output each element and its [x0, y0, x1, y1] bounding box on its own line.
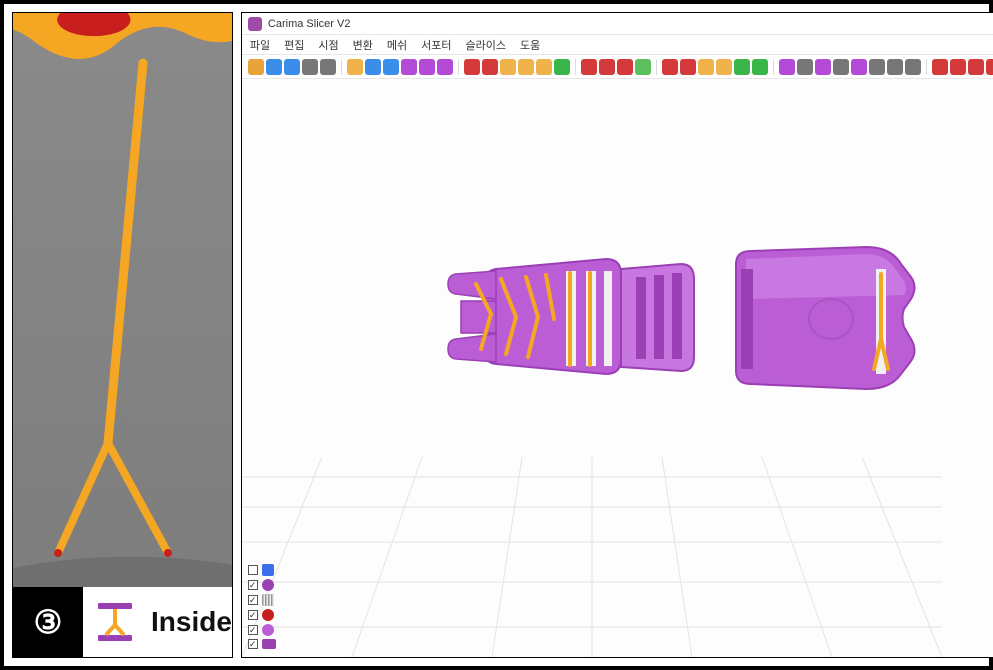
toolbar-separator [575, 59, 576, 75]
toolbar [242, 55, 993, 79]
viewport-3d[interactable] [242, 79, 993, 657]
toolbar-button-30[interactable] [752, 59, 768, 75]
layer-color-swatch [262, 609, 274, 621]
layer-color-swatch [262, 624, 274, 636]
caption-label: Inside [147, 606, 232, 638]
toolbar-button-36[interactable] [851, 59, 867, 75]
layer-checkbox[interactable] [248, 625, 258, 635]
layer-row-5[interactable] [248, 639, 276, 649]
toolbar-button-13[interactable] [464, 59, 480, 75]
menu-help[interactable]: 도움 [520, 37, 540, 53]
toolbar-separator [458, 59, 459, 75]
step-number-badge: ③ [13, 587, 83, 657]
menu-slice[interactable]: 슬라이스 [466, 37, 506, 53]
toolbar-button-38[interactable] [887, 59, 903, 75]
layer-row-4[interactable] [248, 624, 276, 636]
layer-row-0[interactable] [248, 564, 276, 576]
toolbar-button-32[interactable] [779, 59, 795, 75]
toolbar-button-8[interactable] [383, 59, 399, 75]
toolbar-button-6[interactable] [347, 59, 363, 75]
toolbar-button-27[interactable] [698, 59, 714, 75]
model-area [436, 199, 976, 419]
toolbar-button-41[interactable] [932, 59, 948, 75]
toolbar-button-21[interactable] [599, 59, 615, 75]
menu-view[interactable]: 시점 [318, 37, 338, 53]
toolbar-button-34[interactable] [815, 59, 831, 75]
toolbar-separator [656, 59, 657, 75]
toolbar-button-16[interactable] [518, 59, 534, 75]
layer-row-1[interactable] [248, 579, 276, 591]
toolbar-button-15[interactable] [500, 59, 516, 75]
menu-file[interactable]: 파일 [250, 37, 270, 53]
toolbar-button-37[interactable] [869, 59, 885, 75]
layer-checkbox[interactable] [248, 565, 258, 575]
toolbar-button-4[interactable] [320, 59, 336, 75]
layer-color-swatch [262, 564, 274, 576]
titlebar: Carima Slicer V2 [242, 13, 993, 35]
left-panel: ③ Inside [12, 12, 233, 658]
left-3d-render [13, 13, 232, 587]
menu-edit[interactable]: 편집 [284, 37, 304, 53]
toolbar-button-29[interactable] [734, 59, 750, 75]
layer-color-swatch [262, 639, 276, 649]
buckle-male [448, 259, 694, 374]
toolbar-button-42[interactable] [950, 59, 966, 75]
buckle-female [736, 247, 915, 389]
menu-transform[interactable]: 변환 [353, 37, 373, 53]
menu-mesh[interactable]: 메쉬 [387, 37, 407, 53]
layer-checkbox[interactable] [248, 595, 258, 605]
toolbar-button-1[interactable] [266, 59, 282, 75]
toolbar-button-35[interactable] [833, 59, 849, 75]
toolbar-button-3[interactable] [302, 59, 318, 75]
toolbar-button-44[interactable] [986, 59, 993, 75]
toolbar-button-18[interactable] [554, 59, 570, 75]
toolbar-button-28[interactable] [716, 59, 732, 75]
menu-supporter[interactable]: 서포터 [421, 37, 451, 53]
toolbar-separator [926, 59, 927, 75]
toolbar-button-17[interactable] [536, 59, 552, 75]
toolbar-button-43[interactable] [968, 59, 984, 75]
layer-checkbox[interactable] [248, 639, 258, 649]
toolbar-button-33[interactable] [797, 59, 813, 75]
toolbar-button-7[interactable] [365, 59, 381, 75]
toolbar-button-9[interactable] [401, 59, 417, 75]
toolbar-button-23[interactable] [635, 59, 651, 75]
app-title: Carima Slicer V2 [268, 18, 351, 30]
toolbar-button-22[interactable] [617, 59, 633, 75]
layer-checkbox[interactable] [248, 580, 258, 590]
layer-row-3[interactable] [248, 609, 276, 621]
toolbar-button-20[interactable] [581, 59, 597, 75]
toolbar-separator [773, 59, 774, 75]
left-caption-bar: ③ Inside [13, 587, 232, 657]
layer-color-swatch [262, 594, 274, 606]
app-window: Carima Slicer V2 파일 편집 시점 변환 메쉬 서포터 슬라이스… [241, 12, 993, 658]
layer-row-2[interactable] [248, 594, 276, 606]
toolbar-button-25[interactable] [662, 59, 678, 75]
layer-checkbox[interactable] [248, 610, 258, 620]
menubar: 파일 편집 시점 변환 메쉬 서포터 슬라이스 도움 [242, 35, 993, 55]
toolbar-button-0[interactable] [248, 59, 264, 75]
support-lines-svg [13, 13, 232, 587]
toolbar-separator [341, 59, 342, 75]
figure-frame: ③ Inside Carima Slicer V2 파일 편집 시점 변환 [0, 0, 993, 670]
toolbar-button-2[interactable] [284, 59, 300, 75]
toolbar-button-14[interactable] [482, 59, 498, 75]
inside-support-icon [83, 601, 147, 643]
app-icon [248, 17, 262, 31]
floor-grid [242, 457, 942, 657]
layer-color-swatch [262, 579, 274, 591]
toolbar-button-10[interactable] [419, 59, 435, 75]
layers-panel [248, 564, 276, 649]
toolbar-button-26[interactable] [680, 59, 696, 75]
toolbar-button-11[interactable] [437, 59, 453, 75]
toolbar-button-39[interactable] [905, 59, 921, 75]
